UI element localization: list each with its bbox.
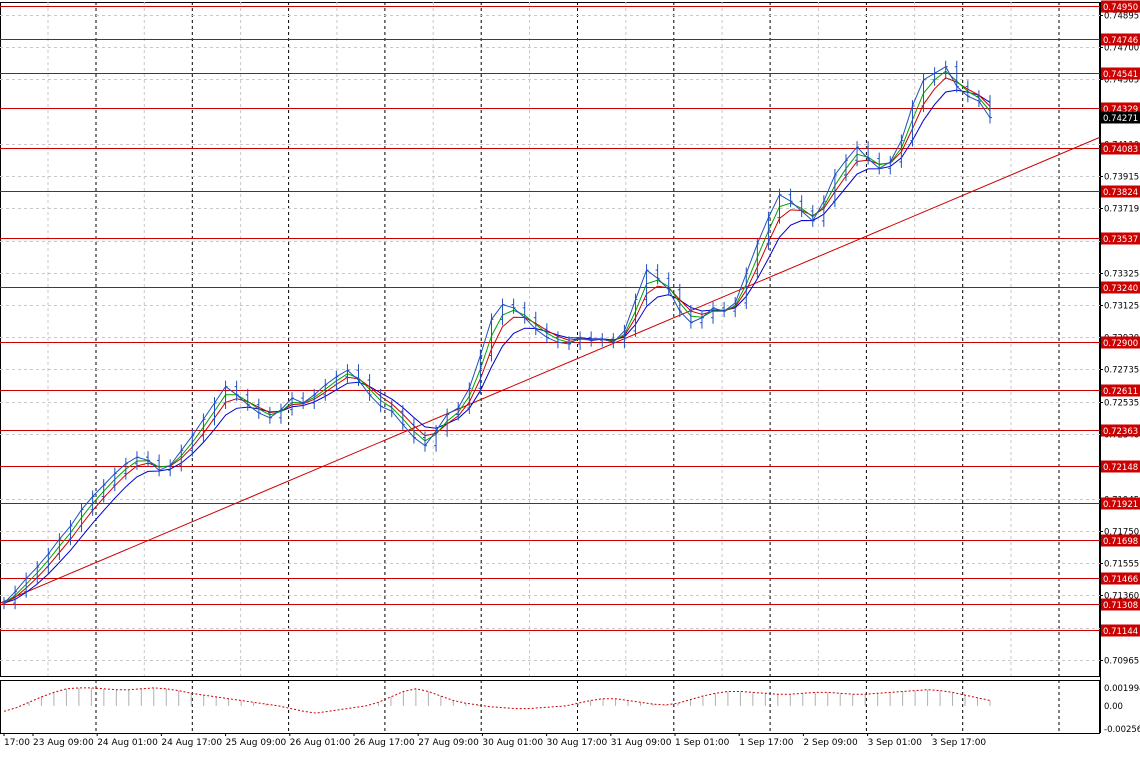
level-label: 0.71144: [1103, 627, 1138, 637]
y-tick-label: 0.74700: [1104, 44, 1139, 54]
y-tick-label: 0.72535: [1104, 399, 1139, 409]
x-tick-label: 1 Sep 01:00: [675, 738, 730, 748]
oscillator-signal-line: [3, 687, 991, 714]
x-tick-label: 17:00: [4, 738, 30, 748]
y-tick-label: 0.71555: [1104, 560, 1139, 570]
level-label: 0.74541: [1103, 70, 1138, 80]
level-label: 0.74083: [1103, 145, 1138, 155]
x-tick-label: 30 Aug 01:00: [482, 738, 543, 748]
x-tick-label: 30 Aug 17:00: [547, 738, 608, 748]
oscillator-tick-label: -0.002566: [1104, 725, 1140, 735]
level-label-bg: [1101, 185, 1140, 198]
x-tick-label: 31 Aug 09:00: [611, 738, 672, 748]
level-label-bg: [1101, 384, 1140, 397]
y-tick-label: 0.73125: [1104, 302, 1139, 312]
y-tick-label: 0.70965: [1104, 657, 1139, 667]
price-line: [3, 66, 991, 604]
level-label: 0.72900: [1103, 339, 1138, 349]
level-label: 0.73537: [1103, 235, 1138, 245]
level-label: 0.71308: [1103, 601, 1138, 611]
x-tick-label: 2 Sep 09:00: [803, 738, 858, 748]
level-label-bg: [1101, 232, 1140, 245]
level-label: 0.71698: [1103, 537, 1138, 547]
oscillator-tick-label: 0.00: [1104, 702, 1123, 712]
level-label-bg: [1101, 534, 1140, 547]
level-label-bg: [1101, 0, 1140, 13]
x-tick-label: 25 Aug 09:00: [226, 738, 287, 748]
current-price-bg: [1101, 111, 1140, 124]
level-label: 0.74950: [1103, 3, 1138, 13]
level-label-bg: [1101, 33, 1140, 46]
level-label-bg: [1101, 281, 1140, 294]
current-price-label: 0.74271: [1103, 114, 1138, 124]
oscillator-tick-label: 0.001994: [1104, 684, 1140, 694]
oscillator-frame: [0, 680, 1100, 734]
y-tick-label: 0.71360: [1104, 592, 1139, 602]
level-label-bg: [1101, 336, 1140, 349]
y-tick-label: 0.72735: [1104, 366, 1139, 376]
x-tick-label: 3 Sep 01:00: [868, 738, 923, 748]
level-label-bg: [1101, 572, 1140, 585]
level-label-bg: [1101, 460, 1140, 473]
y-tick-label: 0.73915: [1104, 173, 1139, 183]
x-tick-label: 24 Aug 01:00: [97, 738, 158, 748]
y-tick-label: 0.74895: [1104, 12, 1139, 22]
y-tick-label: 0.74505: [1104, 76, 1139, 86]
level-label-bg: [1101, 424, 1140, 437]
x-tick-label: 24 Aug 17:00: [161, 738, 222, 748]
moving-average-slow: [3, 89, 991, 604]
level-label: 0.72148: [1103, 463, 1138, 473]
level-label: 0.72611: [1103, 387, 1138, 397]
level-label: 0.71466: [1103, 575, 1138, 585]
level-label: 0.74329: [1103, 105, 1138, 115]
level-label-bg: [1101, 598, 1140, 611]
x-tick-label: 3 Sep 17:00: [932, 738, 987, 748]
trendline: [0, 136, 1101, 604]
y-tick-label: 0.71750: [1104, 528, 1139, 538]
y-tick-label: 0.73719: [1104, 205, 1139, 215]
level-label-bg: [1101, 67, 1140, 80]
level-label-bg: [1101, 624, 1140, 637]
level-label-bg: [1101, 142, 1140, 155]
x-tick-label: 26 Aug 01:00: [290, 738, 351, 748]
level-label: 0.72363: [1103, 427, 1138, 437]
level-label: 0.73240: [1103, 284, 1138, 294]
main-plot-frame: [0, 2, 1100, 677]
x-tick-label: 1 Sep 17:00: [739, 738, 794, 748]
x-tick-label: 26 Aug 17:00: [354, 738, 415, 748]
x-tick-label: 23 Aug 09:00: [33, 738, 94, 748]
level-label: 0.71921: [1103, 500, 1138, 510]
level-label-bg: [1101, 497, 1140, 510]
level-label: 0.74746: [1103, 36, 1138, 46]
level-label: 0.73824: [1103, 188, 1138, 198]
y-tick-label: 0.73325: [1104, 270, 1139, 280]
x-tick-label: 27 Aug 09:00: [418, 738, 479, 748]
